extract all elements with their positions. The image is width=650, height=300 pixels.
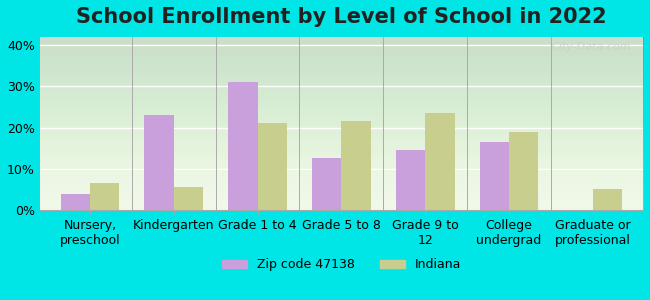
Bar: [257, 123, 287, 210]
Bar: [509, 132, 538, 210]
Bar: [174, 187, 203, 210]
Bar: [425, 113, 454, 210]
Bar: [90, 183, 120, 210]
Bar: [396, 150, 425, 210]
Title: School Enrollment by Level of School in 2022: School Enrollment by Level of School in …: [76, 7, 606, 27]
Bar: [341, 122, 370, 210]
Bar: [480, 142, 509, 210]
Legend: Zip code 47138, Indiana: Zip code 47138, Indiana: [216, 254, 466, 277]
Text: City-Data.com: City-Data.com: [551, 42, 631, 52]
Bar: [593, 189, 622, 210]
Bar: [228, 82, 257, 210]
Bar: [60, 194, 90, 210]
Bar: [312, 158, 341, 210]
Bar: [144, 115, 174, 210]
